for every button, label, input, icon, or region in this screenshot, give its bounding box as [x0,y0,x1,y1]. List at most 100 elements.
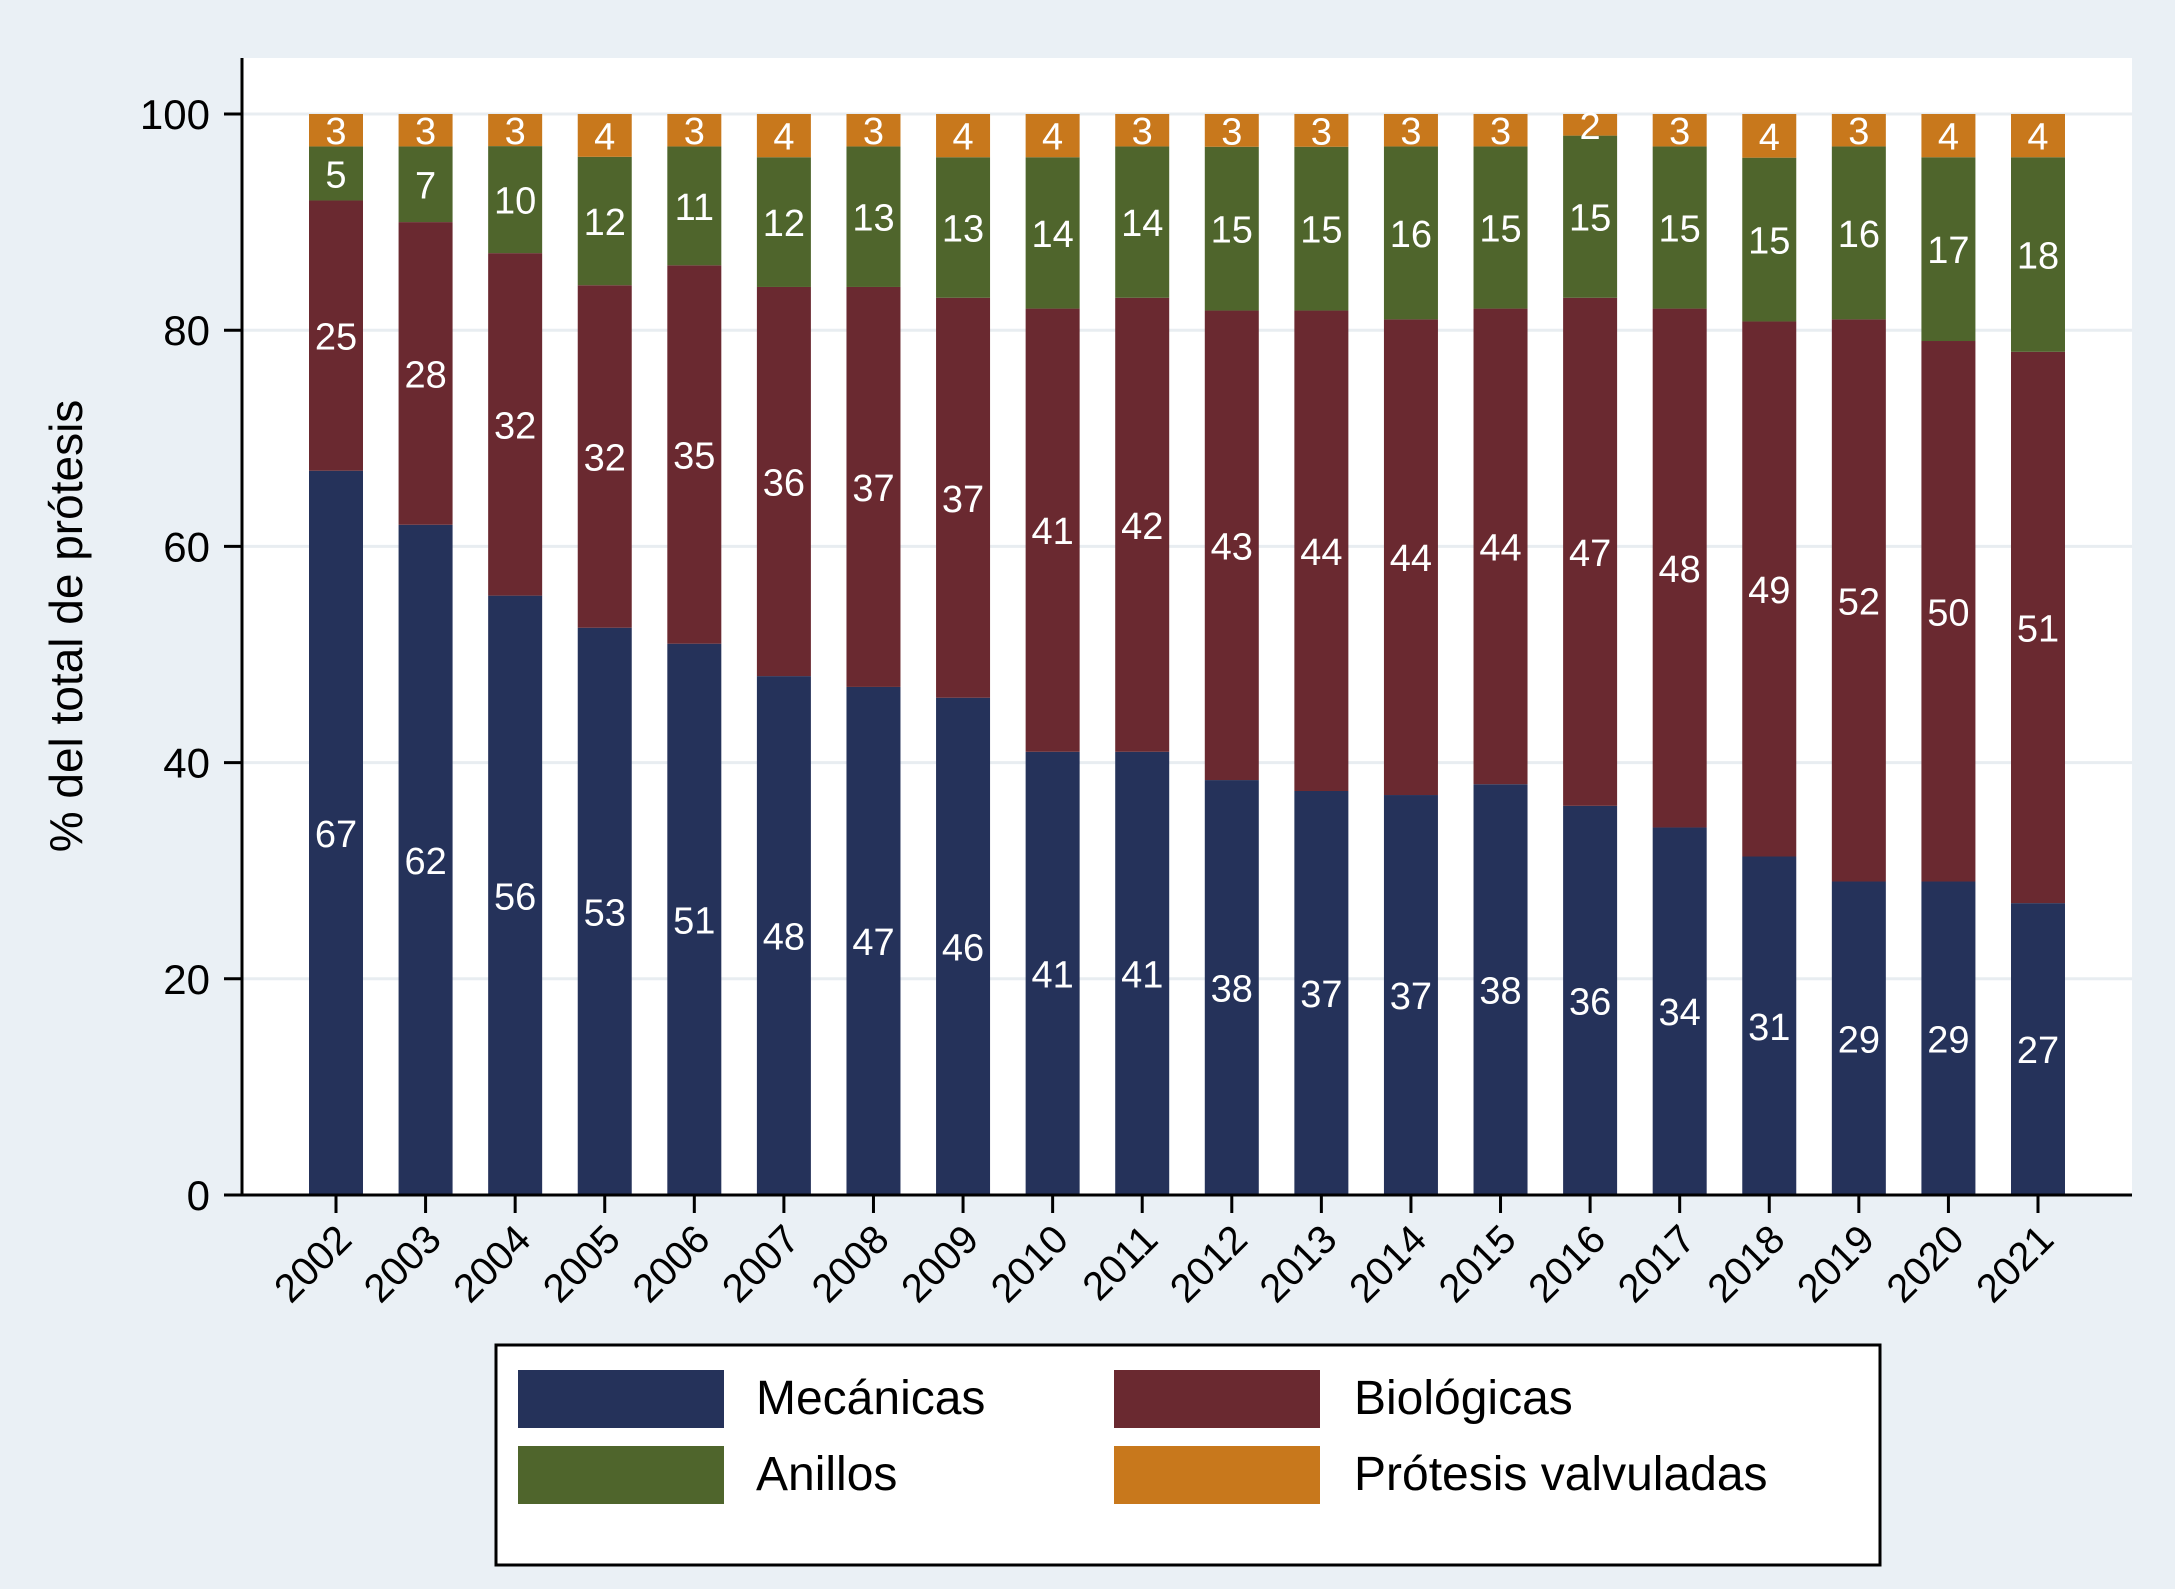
bar-segment-2016-1 [1563,297,1618,806]
bar-segment-2003-1 [398,222,453,525]
data-label: 4 [1042,117,1063,159]
legend-label: Mecánicas [756,1372,985,1425]
bar-segment-2009-3 [936,114,991,158]
bar-segment-2019-1 [1831,319,1886,882]
bar-segment-2003-3 [398,114,453,147]
x-tick-label: 2009 [893,1217,987,1311]
data-label: 36 [763,463,805,505]
data-label: 7 [415,165,436,207]
data-label: 37 [942,479,984,521]
data-label: 41 [1121,954,1163,996]
data-label: 18 [2017,236,2059,278]
x-tick-label: 2015 [1431,1217,1525,1311]
data-label: 15 [1748,221,1790,263]
y-tick-label: 100 [140,91,210,138]
x-tick-label: 2004 [445,1217,539,1311]
bar-segment-2014-0 [1383,795,1438,1195]
bar-segment-2010-0 [1025,751,1080,1195]
data-label: 43 [1211,526,1253,568]
data-label: 3 [863,111,884,153]
data-label: 47 [852,922,894,964]
data-label: 3 [1132,111,1153,153]
data-label: 11 [675,187,714,229]
bar-segment-2003-0 [398,524,453,1195]
legend-swatch [1114,1370,1320,1428]
bar-segment-2013-1 [1294,310,1349,791]
bar-segment-2015-3 [1473,114,1528,147]
bar-segment-2019-0 [1831,881,1886,1195]
data-label: 56 [494,876,536,918]
bar-segment-2006-1 [667,265,722,644]
data-label: 41 [1031,954,1073,996]
data-label: 3 [325,111,346,153]
data-label: 29 [1838,1019,1880,1061]
legend-label: Biológicas [1354,1372,1573,1425]
bars [309,114,2065,1196]
bar-segment-2005-0 [577,627,632,1195]
data-label: 35 [673,436,715,478]
data-label: 4 [2027,117,2048,159]
x-tick-label: 2014 [1341,1217,1435,1311]
data-label: 62 [404,841,446,883]
bar-segment-2016-2 [1563,135,1618,298]
data-label: 25 [315,317,357,359]
x-tick-label: 2005 [535,1217,629,1311]
data-label: 15 [1569,198,1611,240]
bar-segment-2006-3 [667,114,722,147]
bar-segment-2020-3 [1921,114,1976,158]
bar-segment-2011-0 [1115,751,1170,1195]
data-label: 34 [1659,992,1701,1034]
bar-segment-2018-3 [1742,114,1797,158]
data-label: 14 [1121,203,1163,245]
data-label: 32 [584,437,626,479]
data-label: 38 [1211,969,1253,1011]
bar-segment-2008-1 [846,286,901,687]
y-tick-label: 20 [163,956,210,1003]
bar-segment-2011-1 [1115,297,1170,752]
bar-segment-2002-0 [309,470,363,1196]
data-label: 3 [1848,111,1869,153]
data-label: 16 [1390,214,1432,256]
bar-segment-2018-1 [1742,321,1797,857]
data-label: 49 [1748,570,1790,612]
data-label: 44 [1300,532,1342,574]
data-label: 50 [1927,592,1969,634]
data-label: 51 [2017,608,2059,650]
data-label: 12 [584,202,626,244]
bar-segment-2011-2 [1115,146,1170,298]
data-label: 37 [852,468,894,510]
data-label: 3 [505,111,526,153]
x-tick-label: 2002 [266,1217,360,1311]
x-tick-label: 2013 [1251,1217,1345,1311]
bar-segment-2009-2 [936,157,991,298]
data-label: 37 [1390,976,1432,1018]
data-label: 3 [1311,111,1332,153]
data-label: 32 [494,405,536,447]
x-tick-label: 2008 [804,1217,898,1311]
x-tick-label: 2018 [1699,1217,1793,1311]
data-label: 4 [594,116,615,158]
data-label: 52 [1838,581,1880,623]
legend-swatch [518,1370,724,1428]
data-label: 14 [1031,214,1073,256]
data-label: 47 [1569,533,1611,575]
bar-segment-2005-3 [577,114,632,157]
data-label: 15 [1300,210,1342,252]
bar-segment-2016-0 [1563,805,1618,1195]
bar-segment-2021-1 [2011,351,2065,904]
legend-swatch [518,1446,724,1504]
bar-segment-2005-2 [577,156,632,286]
bar-segment-2013-2 [1294,146,1349,311]
data-label: 44 [1390,538,1432,580]
data-label: 15 [1659,209,1701,251]
legend-label: Prótesis valvuladas [1354,1448,1768,1501]
bar-segment-2020-0 [1921,881,1976,1195]
data-label: 46 [942,927,984,969]
bar-segment-2006-0 [667,643,722,1195]
bar-segment-2013-3 [1294,114,1349,147]
data-label: 10 [494,181,536,223]
bar-segment-2010-1 [1025,308,1080,752]
bar-segment-2015-2 [1473,146,1528,309]
bar-segment-2004-3 [488,114,543,147]
